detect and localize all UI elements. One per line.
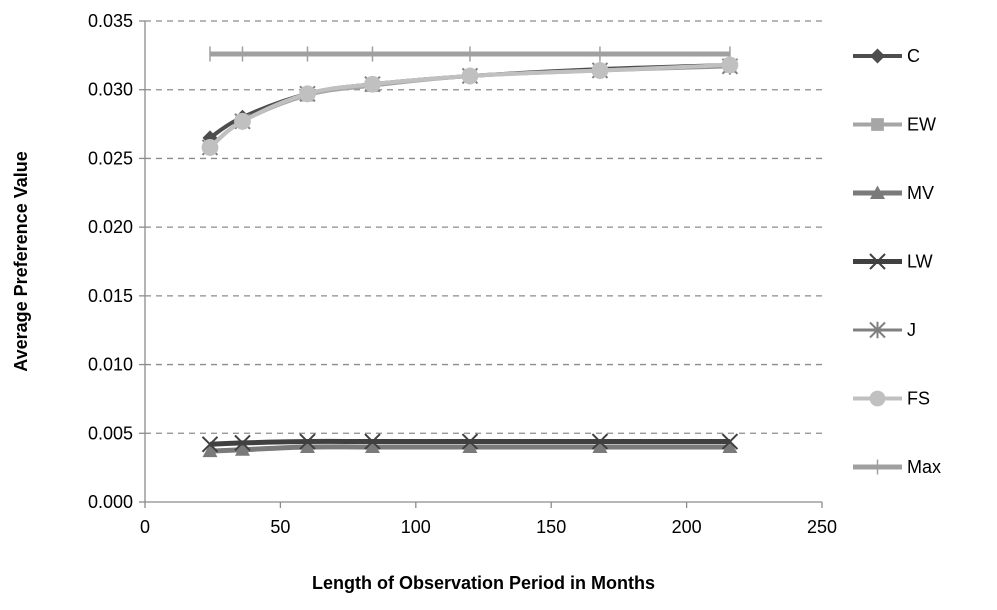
legend: C EW MV LW J FS Max [853,46,941,477]
data-point-star [869,321,886,339]
legend-label: EW [907,115,936,135]
legend-label: FS [907,389,930,409]
legend-item-c: C [853,46,920,66]
data-point-x [201,436,219,453]
data-point-diamond [870,48,885,64]
data-point-triangle [592,439,608,454]
data-point-circle [201,139,219,156]
legend-label: LW [907,252,933,272]
legend-label: C [907,46,920,66]
x-tick-label: 50 [270,517,290,537]
data-point-x [364,433,381,450]
y-tick-label: 0.025 [88,148,133,168]
legend-item-max: Max [853,457,941,477]
data-point-x [234,434,251,452]
data-point-triangle [870,185,885,199]
data-point-x [721,433,739,450]
data-point-circle [234,112,251,130]
legend-item-mv: MV [853,183,934,203]
x-axis-title: Length of Observation Period in Months [312,573,655,593]
x-tick-label: 250 [807,517,837,537]
y-axis-title: Average Preference Value [11,151,31,371]
series-layer [201,46,739,458]
legend-label: J [907,320,916,340]
y-tick-label: 0.015 [88,286,133,306]
x-tick-label: 150 [536,517,566,537]
y-tick-label: 0.020 [88,217,133,237]
grid-lines [145,20,822,434]
legend-label: Max [907,457,941,477]
data-point-circle [721,56,739,74]
data-point-circle [364,75,381,93]
series-line [209,438,730,447]
series-fs [201,56,739,156]
data-point-x [299,433,316,450]
legend-item-ew: EW [853,115,936,135]
data-point-triangle [299,439,315,454]
y-tick-label: 0.030 [88,80,133,100]
data-point-triangle [234,442,250,456]
data-point-triangle [202,443,218,458]
data-point-triangle [364,439,380,454]
data-point-circle [299,85,316,103]
data-point-x [869,253,886,270]
x-tick-label: 0 [140,517,150,537]
y-tick-label: 0.035 [88,11,133,31]
data-point-circle [869,390,886,407]
legend-item-j: J [853,320,916,340]
y-tick-label: 0.010 [88,355,133,375]
axes: 0.000 0.005 0.010 0.015 0.020 0.025 0.030 0.035… [88,11,837,537]
y-tick-label: 0.000 [88,492,133,512]
legend-label: MV [907,183,934,203]
data-point-x [461,433,479,450]
data-point-square [871,118,884,131]
y-tick-label: 0.005 [88,423,133,443]
legend-item-lw: LW [853,252,933,272]
data-point-x [591,433,609,450]
data-point-circle [461,67,479,85]
data-point-triangle [722,439,738,454]
series-max [209,46,731,62]
series-lw [201,433,739,453]
data-point-circle [591,62,609,79]
legend-item-fs: FS [853,389,930,409]
data-point-triangle [462,439,478,454]
x-tick-label: 100 [401,517,431,537]
x-tick-label: 200 [672,517,702,537]
